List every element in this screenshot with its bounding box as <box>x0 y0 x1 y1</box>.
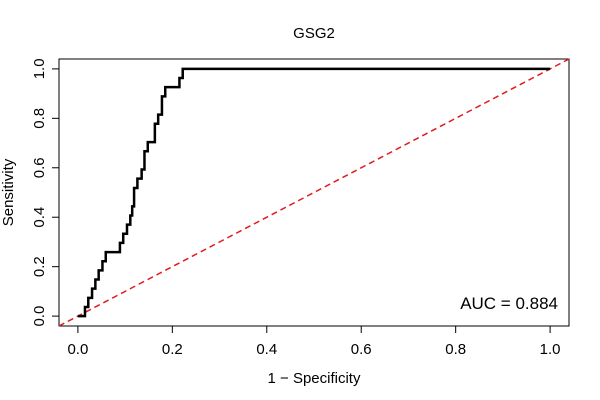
y-tick-label: 0.4 <box>31 207 48 228</box>
x-tick-label: 1.0 <box>540 341 561 358</box>
auc-annotation: AUC = 0.884 <box>460 294 558 313</box>
series-layer <box>58 58 570 327</box>
y-axis-label: Sensitivity <box>0 158 17 226</box>
y-tick-label: 0.6 <box>31 157 48 178</box>
x-tick-label: 0.6 <box>351 341 372 358</box>
x-axis-label: 1 − Specificity <box>268 370 361 387</box>
y-tick-label: 0.2 <box>31 256 48 277</box>
plot-frame <box>58 58 570 327</box>
y-tick-label: 0.8 <box>31 108 48 129</box>
roc-curve-line <box>77 67 551 318</box>
chart-title: GSG2 <box>293 25 335 42</box>
y-axis: 0.0 0.2 0.4 0.6 0.8 1.0 <box>31 58 60 327</box>
x-tick-label: 0.0 <box>67 341 88 358</box>
y-tick-label: 0.0 <box>31 306 48 327</box>
y-tick-label: 1.0 <box>31 58 48 79</box>
x-tick-label: 0.4 <box>256 341 277 358</box>
x-tick-label: 0.2 <box>162 341 183 358</box>
x-axis: 0.0 0.2 0.4 0.6 0.8 1.0 <box>67 325 561 358</box>
x-tick-label: 0.8 <box>445 341 466 358</box>
reference-diagonal-line <box>58 58 570 327</box>
